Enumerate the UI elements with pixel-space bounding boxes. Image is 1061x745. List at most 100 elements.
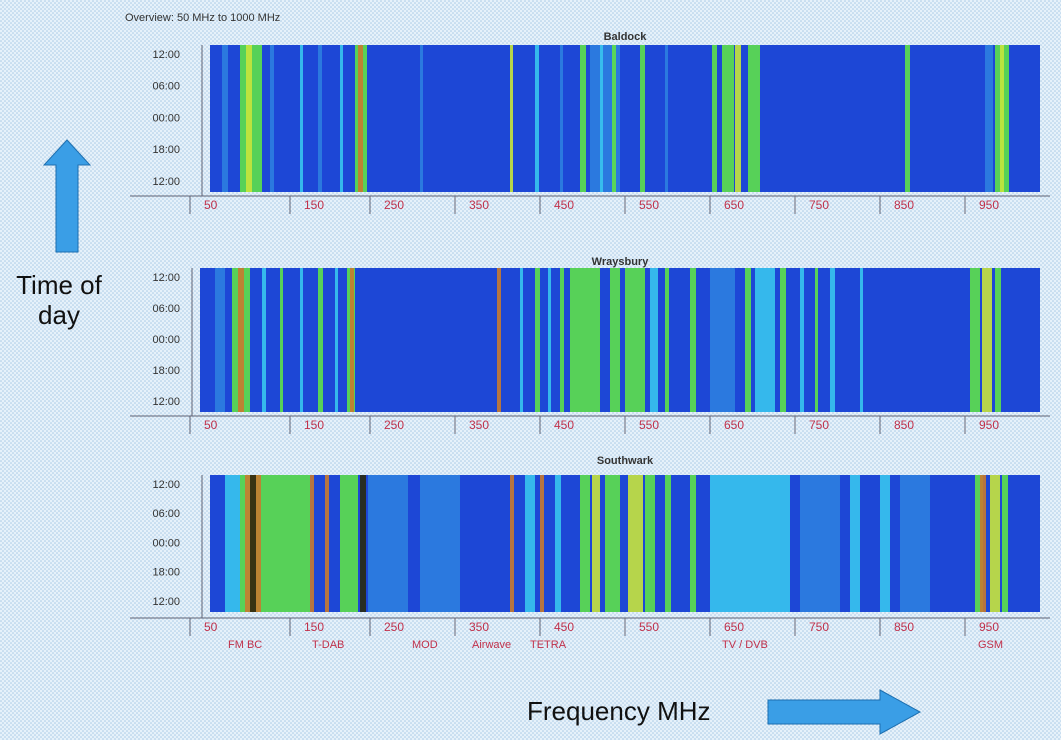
- spectrum-stripe: [555, 475, 561, 612]
- spectrum-stripe: [592, 475, 600, 612]
- freq-label: 150: [304, 198, 324, 212]
- spectrum-stripe: [995, 268, 1001, 412]
- spectrum-stripe: [310, 475, 314, 612]
- spectrum-stripe: [238, 268, 244, 412]
- freq-label: 750: [809, 620, 829, 634]
- time-label: 12:00: [152, 479, 180, 491]
- spectrum-stripe: [262, 268, 266, 412]
- panel-title: Wraysbury: [592, 256, 650, 268]
- spectrum-stripe: [905, 45, 910, 192]
- y-label-box: Time of day: [0, 270, 130, 350]
- spectrum-stripe: [690, 475, 696, 612]
- spectrum-stripe: [318, 268, 323, 412]
- band-label: MOD: [412, 639, 438, 651]
- freq-label: 350: [469, 198, 489, 212]
- freq-label: 50: [204, 620, 218, 634]
- time-label: 12:00: [152, 272, 180, 284]
- spectrum-stripe: [350, 268, 354, 412]
- y-label: Time of day: [0, 270, 118, 330]
- band-label: Airwave: [472, 639, 511, 651]
- spectrum-stripe: [980, 475, 986, 612]
- spectrum-stripe: [815, 268, 818, 412]
- spectrum-stripe: [300, 268, 303, 412]
- freq-label: 850: [894, 418, 914, 432]
- freq-label: 150: [304, 620, 324, 634]
- spectrum-stripe: [985, 45, 993, 192]
- spectrum-stripe: [525, 475, 535, 612]
- spectrum-stripe: [360, 475, 366, 612]
- freq-label: 350: [469, 418, 489, 432]
- spectrum-stripe: [722, 45, 734, 192]
- spectrum-stripe: [270, 45, 274, 192]
- spectrum-stripe: [628, 475, 643, 612]
- spectrum-stripe: [246, 45, 252, 192]
- spectrum-stripe: [745, 268, 751, 412]
- time-label: 18:00: [152, 365, 180, 377]
- time-label: 18:00: [152, 144, 180, 156]
- spectrum-stripe: [600, 45, 603, 192]
- panel-title: Baldock: [604, 31, 648, 43]
- freq-label: 850: [894, 620, 914, 634]
- spectrum-stripe: [580, 45, 586, 192]
- freq-label: 650: [724, 418, 744, 432]
- time-label: 06:00: [152, 508, 180, 520]
- time-label: 12:00: [152, 396, 180, 408]
- freq-label: 550: [639, 418, 659, 432]
- spectrum-stripe: [540, 475, 544, 612]
- freq-label: 50: [204, 198, 218, 212]
- time-label: 18:00: [152, 567, 180, 579]
- band-label: T-DAB: [312, 639, 344, 651]
- time-label: 12:00: [152, 596, 180, 608]
- freq-label: 450: [554, 620, 574, 634]
- spectrum-stripe: [610, 268, 620, 412]
- spectrum-stripe: [665, 268, 669, 412]
- x-label: Frequency MHz: [527, 696, 711, 726]
- spectrum-stripe: [368, 475, 408, 612]
- time-label: 00:00: [152, 334, 180, 346]
- spectrum-stripe: [250, 475, 256, 612]
- spectrum-stripe: [830, 268, 835, 412]
- time-label: 00:00: [152, 112, 180, 124]
- spectrum-stripe: [860, 268, 863, 412]
- time-label: 06:00: [152, 81, 180, 93]
- spectrum-stripe: [625, 268, 645, 412]
- spectrum-stripe: [735, 45, 741, 192]
- spectrum-stripe: [880, 475, 890, 612]
- spectrum-stripe: [800, 475, 840, 612]
- figure: Overview: 50 MHz to 1000 MHz Time of day…: [0, 0, 1061, 740]
- time-label: 12:00: [152, 176, 180, 188]
- band-label: FM BC: [228, 639, 262, 651]
- spectrum-stripe: [690, 268, 696, 412]
- freq-label: 250: [384, 620, 404, 634]
- time-label: 12:00: [152, 49, 180, 61]
- time-label: 06:00: [152, 303, 180, 315]
- freq-label: 750: [809, 198, 829, 212]
- spectrum-stripe: [580, 475, 590, 612]
- spectrum-stripe: [780, 268, 786, 412]
- spectrum-stripe: [510, 45, 513, 192]
- freq-label: 550: [639, 620, 659, 634]
- spectrum-stripe: [712, 45, 717, 192]
- freq-label: 250: [384, 198, 404, 212]
- spectrum-stripe: [570, 268, 600, 412]
- spectrum-stripe: [665, 45, 668, 192]
- spectrum-stripe: [548, 268, 551, 412]
- spectrum-stripe: [650, 268, 658, 412]
- freq-label: 150: [304, 418, 324, 432]
- spectrum-stripe: [215, 268, 225, 412]
- spectrum-stripe: [222, 45, 228, 192]
- spectrum-stripe: [970, 268, 980, 412]
- spectrum-stripe: [340, 475, 358, 612]
- spectrum-stripe: [535, 268, 540, 412]
- spectrum-stripe: [335, 268, 338, 412]
- time-label: 00:00: [152, 537, 180, 549]
- spectrum-stripe: [1002, 475, 1008, 612]
- spectrum-stripe: [990, 475, 1000, 612]
- band-label: TETRA: [530, 639, 567, 651]
- spectrum-stripe: [560, 268, 564, 412]
- spectrum-stripe: [755, 268, 775, 412]
- freq-label: 250: [384, 418, 404, 432]
- band-label: TV / DVB: [722, 639, 768, 651]
- spectrum-stripe: [358, 45, 363, 192]
- spectrum-stripe: [280, 268, 283, 412]
